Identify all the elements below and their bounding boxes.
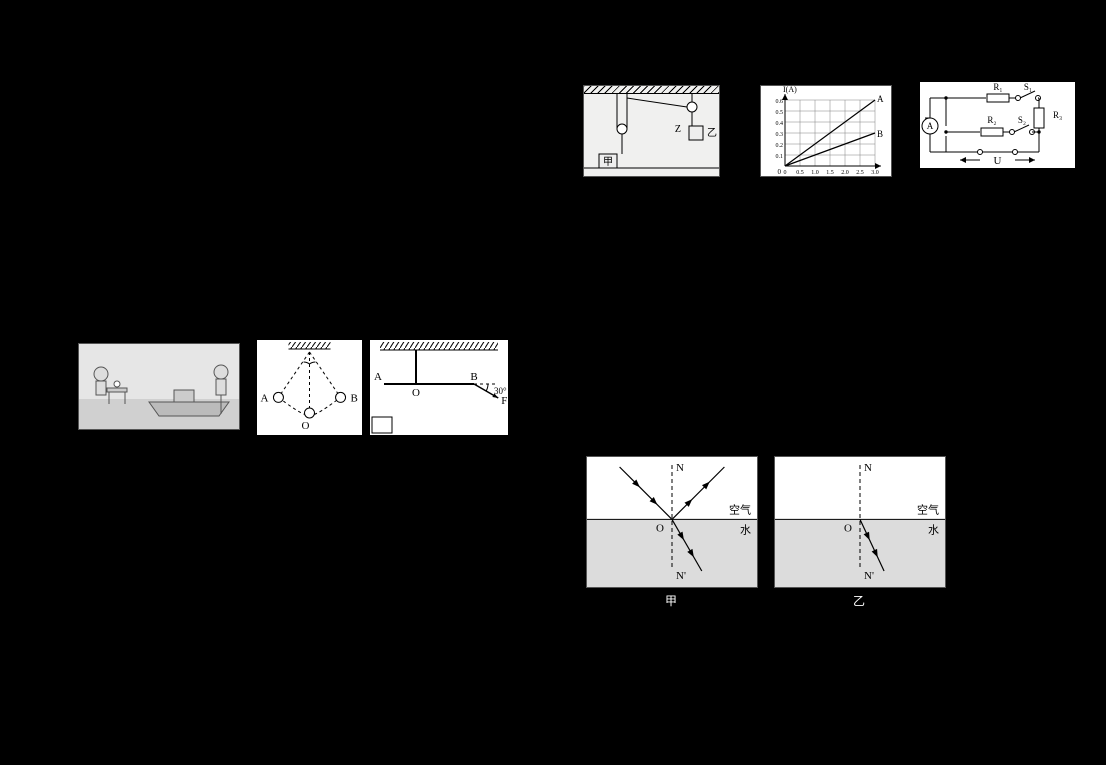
- svg-text:I(A): I(A): [783, 86, 797, 94]
- svg-text:甲: 甲: [603, 157, 613, 168]
- pendulum-figure: A B O: [257, 340, 362, 435]
- svg-text:水: 水: [928, 523, 939, 536]
- svg-text:0.6: 0.6: [776, 99, 784, 105]
- svg-text:0.2: 0.2: [776, 143, 784, 149]
- svg-text:N: N: [864, 462, 872, 474]
- svg-text:空气: 空气: [917, 502, 939, 516]
- svg-text:A: A: [374, 371, 382, 383]
- optics-jia-caption: 甲: [665, 592, 677, 609]
- optics-jia-figure: N N' O 空气水: [586, 456, 758, 588]
- svg-text:0: 0: [778, 168, 782, 176]
- pulley-svg: 甲 Z 乙: [584, 86, 719, 176]
- svg-text:0.5: 0.5: [796, 170, 804, 176]
- iv-graph-figure: 00.51.01.52.02.53.00.10.20.30.40.50.6I(A…: [760, 85, 892, 177]
- svg-text:2.5: 2.5: [856, 170, 864, 176]
- svg-text:O: O: [844, 522, 852, 534]
- svg-text:S₂: S₂: [1018, 115, 1026, 125]
- circuit-svg: A R₁ S₁ R₃ R₂ S₂ U: [920, 82, 1075, 168]
- svg-text:O: O: [412, 387, 420, 399]
- svg-text:0.1: 0.1: [776, 154, 784, 160]
- svg-text:Z: Z: [675, 124, 681, 135]
- pulley-figure: 甲 Z 乙: [583, 85, 720, 177]
- svg-text:R₃: R₃: [1053, 110, 1062, 120]
- optics-yi-caption: 乙: [853, 592, 865, 609]
- svg-text:R₂: R₂: [987, 115, 996, 125]
- optics-yi-figure: N N' O 空气水: [774, 456, 946, 588]
- circuit-figure: A R₁ S₁ R₃ R₂ S₂ U: [920, 82, 1075, 168]
- svg-text:水: 水: [740, 523, 751, 536]
- pendulum-svg: A B O: [257, 340, 362, 435]
- svg-text:0: 0: [784, 170, 787, 176]
- svg-text:S₁: S₁: [1024, 82, 1032, 92]
- lever-figure: A O B F30°: [370, 340, 508, 435]
- cartoon-figure: [78, 343, 240, 430]
- cartoon-svg: [79, 344, 239, 429]
- svg-text:R₁: R₁: [993, 82, 1002, 92]
- svg-text:0.5: 0.5: [776, 110, 784, 116]
- svg-text:1.5: 1.5: [826, 170, 834, 176]
- svg-text:N': N': [864, 570, 874, 582]
- svg-text:0.3: 0.3: [776, 132, 784, 138]
- svg-text:A: A: [260, 392, 268, 404]
- svg-text:O: O: [302, 420, 310, 432]
- svg-text:B: B: [351, 392, 358, 404]
- svg-text:B: B: [877, 129, 883, 139]
- svg-text:空气: 空气: [729, 502, 751, 516]
- svg-text:2.0: 2.0: [841, 170, 849, 176]
- svg-text:U: U: [994, 155, 1002, 167]
- svg-text:B: B: [470, 371, 477, 383]
- optics-yi-svg: N N' O 空气水: [775, 457, 945, 587]
- svg-text:O: O: [656, 522, 664, 534]
- optics-jia-svg: N N' O 空气水: [587, 457, 757, 587]
- svg-text:30°: 30°: [494, 386, 507, 396]
- svg-text:A: A: [877, 94, 884, 104]
- svg-text:N: N: [676, 462, 684, 474]
- lever-svg: A O B F30°: [370, 340, 508, 435]
- svg-text:乙: 乙: [707, 127, 717, 139]
- svg-text:1.0: 1.0: [811, 170, 819, 176]
- iv-graph-svg: 00.51.01.52.02.53.00.10.20.30.40.50.6I(A…: [761, 86, 891, 176]
- svg-text:N': N': [676, 570, 686, 582]
- svg-text:0.4: 0.4: [776, 121, 784, 127]
- svg-text:F: F: [501, 395, 507, 407]
- svg-text:A: A: [927, 121, 934, 131]
